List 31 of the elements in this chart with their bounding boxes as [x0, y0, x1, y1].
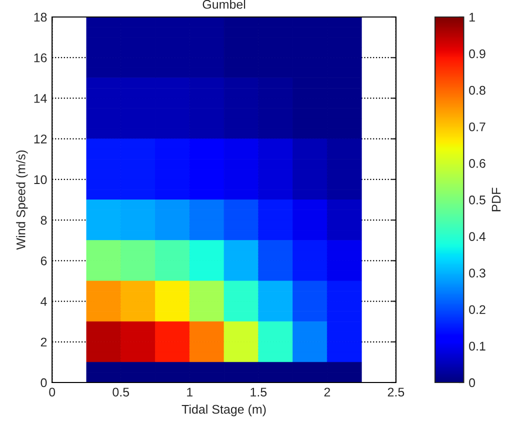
x-tick-label: 2.5	[388, 388, 404, 397]
color-bar-label: 0	[469, 378, 476, 388]
y-tick-label: 18	[34, 12, 47, 22]
y-tick-label: 4	[40, 297, 47, 306]
x-tick-label: 0	[49, 388, 56, 397]
y-tick-label: 16	[34, 53, 47, 62]
chart-title: Gumbel	[202, 0, 246, 9]
color-bar-label: 0.8	[469, 86, 486, 95]
color-bar-title: PDF	[492, 188, 501, 212]
x-tick-label: 2	[324, 388, 330, 396]
color-bar-label: 0.1	[469, 342, 486, 351]
color-bar-label: 0.5	[469, 196, 486, 204]
y-tick-label: 8	[40, 216, 47, 225]
color-bar-label: 1	[470, 12, 475, 22]
color-bar-label: 0.2	[469, 305, 486, 314]
color-bar-label: 0.3	[469, 268, 486, 278]
y-tick-label: 10	[34, 175, 47, 184]
y-tick-label: 0	[40, 378, 47, 388]
x-tick-label: 0.5	[112, 388, 130, 397]
color-bar-label: 0.4	[469, 232, 486, 241]
x-tick-label: 1.5	[250, 388, 267, 397]
y-tick-label: 14	[34, 94, 47, 103]
color-bar-label: 0.6	[469, 159, 486, 168]
y-tick-label: 6	[40, 256, 47, 266]
y-tick-label: 12	[34, 134, 47, 144]
color-bar-label: 0.9	[469, 49, 486, 58]
x-axis-title: Tidal Stage (m)	[182, 404, 266, 416]
y-tick-label: 2	[40, 338, 47, 346]
color-bar-label: 0.7	[469, 122, 486, 132]
x-tick-label: 1	[187, 388, 193, 396]
y-axis-title: Wind Speed (m/s)	[16, 150, 28, 250]
